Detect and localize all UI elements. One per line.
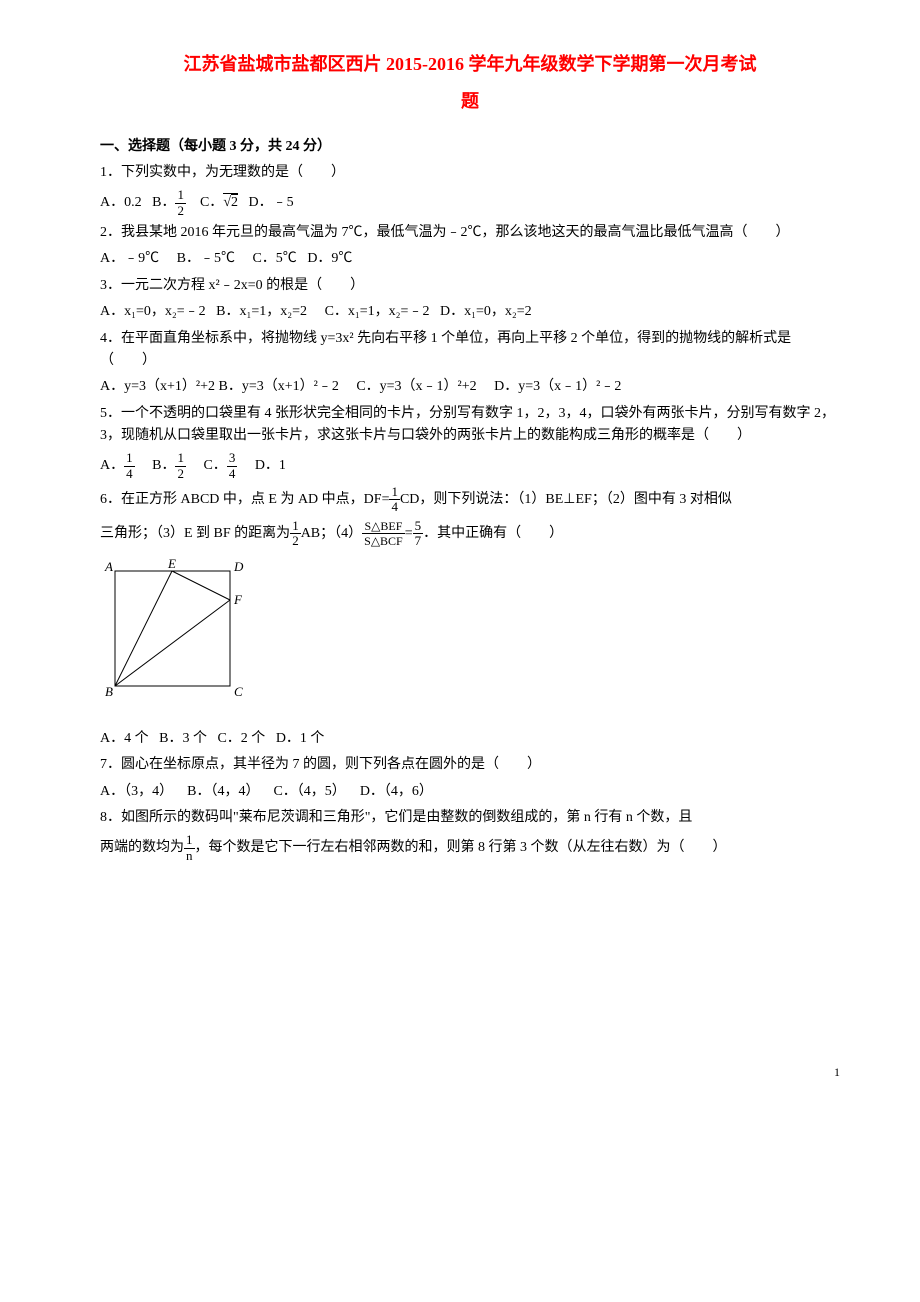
question-1-options: A．0.2 B．12 C．√2 D．﹣5 (100, 188, 840, 218)
question-6-diagram: A E D F B C (100, 556, 840, 719)
question-4-options: A．y=3（x+1）²+2 B．y=3（x+1）²﹣2 C．y=3（x﹣1）²+… (100, 376, 840, 398)
question-3-options: A．x₁=0，x₂=﹣2 B．x₁=1，x₂=2 C．x₁=1，x₂=﹣2 D．… (100, 301, 840, 323)
q7-opt-b: B．（4，4） (187, 784, 259, 799)
question-2-options: A．﹣9℃ B．﹣5℃ C．5℃ D．9℃ (100, 248, 840, 270)
q6-opt-c: C．2 个 (217, 731, 265, 746)
q4-opt-a: A．y=3（x+1）²+2 (100, 379, 215, 394)
q5-opt-c: C． (203, 459, 226, 474)
q1-optb-den: 2 (175, 204, 186, 218)
q3-opt-c: C．x₁=1，x₂=﹣2 (325, 304, 430, 319)
q6-ratio-num: S△BEF (362, 519, 405, 534)
q5-optc-den: 4 (227, 467, 238, 481)
q1-optb-num: 1 (175, 188, 186, 203)
q5-opt-b: B． (152, 459, 175, 474)
q1-opt-a: A．0.2 (100, 195, 142, 210)
question-1: 1．下列实数中，为无理数的是（ ） (100, 162, 840, 184)
question-5-options: A．14 B．12 C．34 D．1 (100, 451, 840, 481)
q6-opt-d: D．1 个 (276, 731, 325, 746)
q1-opt-c-sqrt: √2 (223, 193, 238, 210)
question-8-p2: 两端的数均为1n，每个数是它下一行左右相邻两数的和，则第 8 行第 3 个数（从… (100, 833, 840, 863)
question-8-p1: 8．如图所示的数码叫"莱布尼茨调和三角形"，它们是由整数的倒数组成的，第 n 行… (100, 807, 840, 829)
q6-text-p3: 三角形；（3）E 到 BF 的距离为 (100, 526, 290, 541)
q8-frac-den: n (184, 849, 195, 863)
q7-opt-d: D．（4，6） (360, 784, 433, 799)
q8-text-p2: 两端的数均为 (100, 840, 184, 855)
q3-opt-b: B．x₁=1，x₂=2 (216, 304, 307, 319)
q3-opt-a: A．x₁=0，x₂=﹣2 (100, 304, 206, 319)
q6-text-p1: 6．在正方形 ABCD 中，点 E 为 AD 中点，DF= (100, 492, 389, 507)
document-title-line1: 江苏省盐城市盐都区西片 2015-2016 学年九年级数学下学期第一次月考试 (100, 50, 840, 79)
q7-opt-a: A．（3，4） (100, 784, 173, 799)
q5-opt-a: A． (100, 459, 124, 474)
page-number: 1 (100, 1063, 840, 1082)
q8-text-p3: ，每个数是它下一行左右相邻两数的和，则第 8 行第 3 个数（从左往右数）为（ … (195, 840, 727, 855)
section-header: 一、选择题（每小题 3 分，共 24 分） (100, 136, 840, 158)
q8-frac-num: 1 (184, 833, 195, 848)
question-7-options: A．（3，4） B．（4，4） C．（4，5） D．（4，6） (100, 781, 840, 803)
question-5: 5．一个不透明的口袋里有 4 张形状完全相同的卡片，分别写有数字 1，2，3，4… (100, 403, 840, 448)
q6-df-den: 4 (389, 500, 400, 514)
q6-df-num: 1 (389, 485, 400, 500)
q2-opt-c: C．5℃ (252, 251, 296, 266)
q2-opt-d: D．9℃ (307, 251, 352, 266)
q2-opt-a: A．﹣9℃ (100, 251, 159, 266)
q6-opt-a: A．4 个 (100, 731, 149, 746)
q6-dist-den: 2 (290, 534, 301, 548)
q5-opt-d: D．1 (255, 459, 286, 474)
q6-text-p2: CD，则下列说法：（1）BE⊥EF；（2）图中有 3 对相似 (400, 492, 732, 507)
question-4: 4．在平面直角坐标系中，将抛物线 y=3x² 先向右平移 1 个单位，再向上平移… (100, 328, 840, 373)
q6-ratioval-den: 7 (413, 534, 424, 548)
q5-opta-den: 4 (124, 467, 135, 481)
label-d: D (233, 559, 244, 574)
q5-optc-num: 3 (227, 451, 238, 466)
question-6: 6．在正方形 ABCD 中，点 E 为 AD 中点，DF=14CD，则下列说法：… (100, 485, 840, 515)
q4-opt-c: C．y=3（x﹣1）²+2 (356, 379, 476, 394)
q5-opta-num: 1 (124, 451, 135, 466)
q6-ratioval-num: 5 (413, 519, 424, 534)
q1-opt-b: B． (152, 195, 175, 210)
q5-optb-den: 2 (175, 467, 186, 481)
q2-opt-b: B．﹣5℃ (177, 251, 235, 266)
q4-opt-b: B．y=3（x+1）²﹣2 (219, 379, 339, 394)
question-6-options: A．4 个 B．3 个 C．2 个 D．1 个 (100, 728, 840, 750)
label-c: C (234, 684, 243, 699)
label-b: B (105, 684, 113, 699)
q1-opt-c-prefix: C． (200, 195, 223, 210)
question-6-cont: 三角形；（3）E 到 BF 的距离为12AB；（4）S△BEFS△BCF=57．… (100, 519, 840, 549)
label-f: F (233, 592, 243, 607)
q7-opt-c: C．（4，5） (273, 784, 345, 799)
q6-text-p5: ．其中正确有（ ） (423, 526, 563, 541)
document-title-line2: 题 (100, 87, 840, 116)
q5-optb-num: 1 (175, 451, 186, 466)
q3-opt-d: D．x₁=0，x₂=2 (440, 304, 532, 319)
question-2: 2．我县某地 2016 年元旦的最高气温为 7℃，最低气温为﹣2℃，那么该地这天… (100, 222, 840, 244)
q6-dist-num: 1 (290, 519, 301, 534)
label-e: E (167, 556, 176, 571)
label-a: A (104, 559, 113, 574)
q4-opt-d: D．y=3（x﹣1）²﹣2 (494, 379, 621, 394)
q6-opt-b: B．3 个 (159, 731, 207, 746)
question-3: 3．一元二次方程 x²﹣2x=0 的根是（ ） (100, 275, 840, 297)
q6-ratio-den: S△BCF (362, 534, 405, 548)
q1-opt-d: D．﹣5 (249, 195, 294, 210)
q6-ratio-eq: = (405, 526, 413, 541)
question-7: 7．圆心在坐标原点，其半径为 7 的圆，则下列各点在圆外的是（ ） (100, 754, 840, 776)
q6-text-p4: AB；（4） (301, 526, 362, 541)
